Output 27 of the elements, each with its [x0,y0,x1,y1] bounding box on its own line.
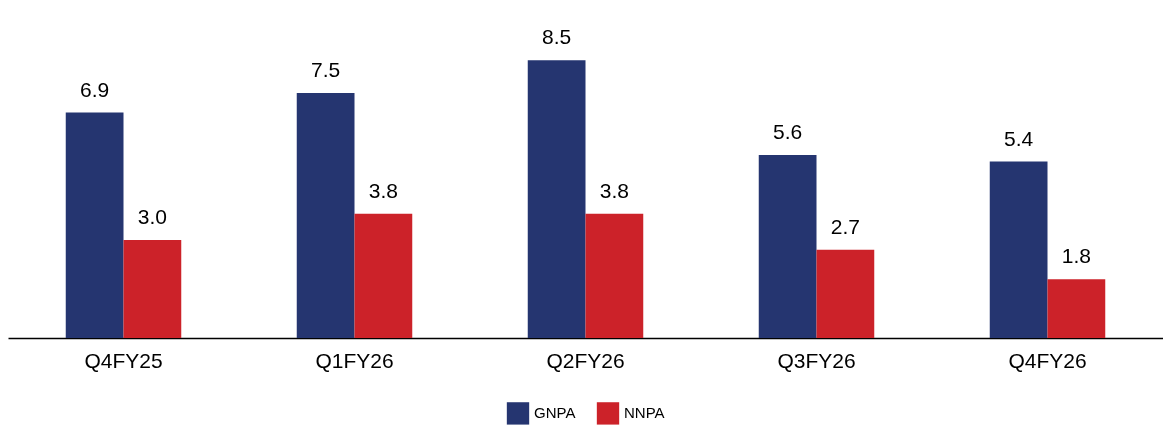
legend-label: NNPA [624,404,665,422]
bar [527,60,586,338]
x-tick-label: Q3FY26 [777,348,856,372]
bar [354,213,413,338]
data-label: 5.6 [773,120,803,144]
bar [296,93,355,338]
data-label: 1.8 [1061,244,1091,268]
data-label: 3.8 [599,178,629,202]
legend-label: GNPA [534,404,576,422]
data-label: 2.7 [830,214,860,238]
data-label: 7.5 [311,58,341,81]
bar [1047,279,1106,338]
bar [65,112,124,338]
bar [816,249,875,338]
bar [758,155,817,338]
x-tick-label: Q4FY25 [84,348,163,372]
data-label: 3.8 [368,178,398,202]
x-tick-label: Q1FY26 [315,348,394,372]
x-tick-label: Q4FY26 [1008,348,1087,372]
data-label: 8.5 [542,25,572,49]
data-label: 6.9 [80,77,110,101]
x-tick-label: Q2FY26 [546,348,625,372]
bar [123,240,182,338]
bar [989,161,1048,338]
bar [585,213,644,338]
data-label: 3.0 [137,205,167,228]
data-label: 5.4 [1004,126,1034,150]
